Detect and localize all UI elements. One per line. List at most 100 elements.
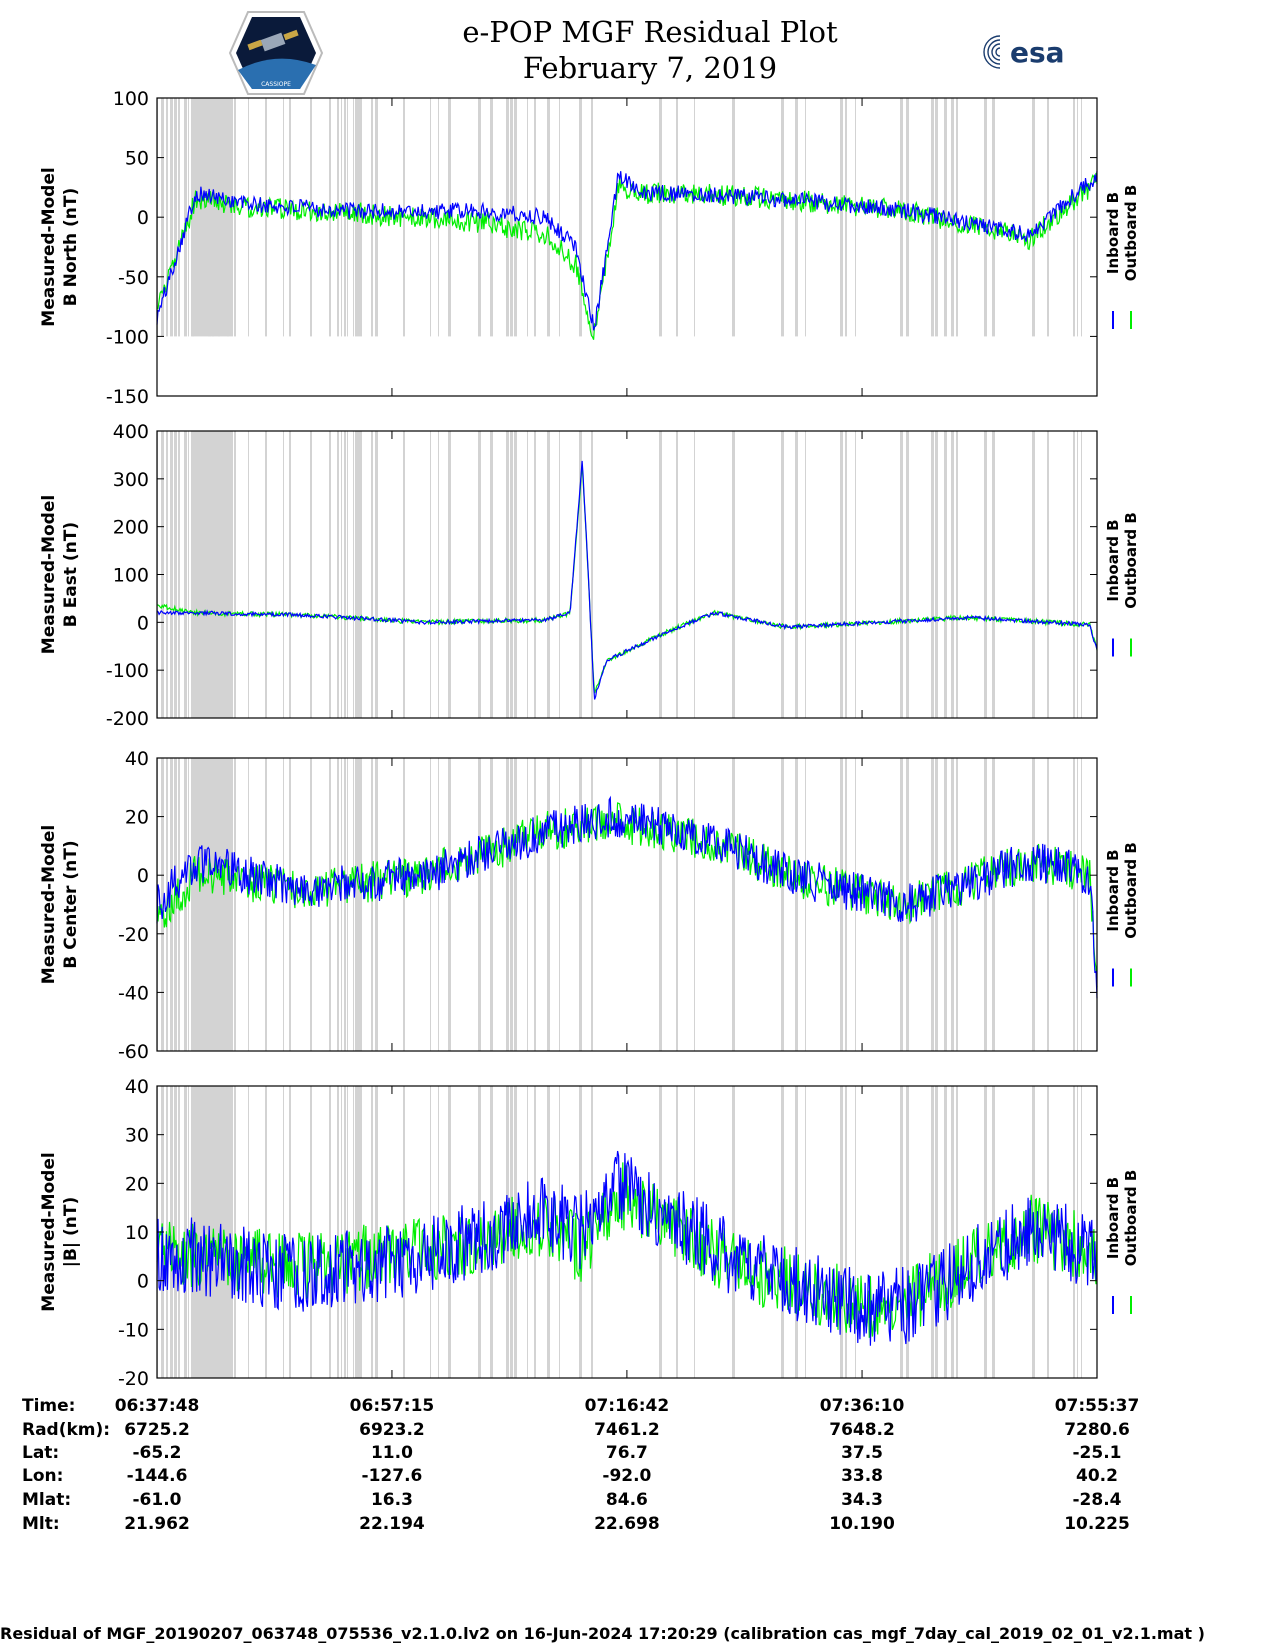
series-outboard-line	[156, 172, 1098, 340]
legend-label: Inboard B	[1104, 192, 1122, 274]
y-tick-label: 300	[113, 469, 149, 491]
shade-stripe	[781, 758, 784, 1051]
shade-stripe	[208, 758, 211, 1051]
shade-stripe	[227, 758, 229, 1051]
shade-stripe	[906, 98, 909, 337]
shade-stripe	[174, 431, 177, 718]
shade-stripe	[218, 98, 220, 337]
ephemeris-value: 7280.6	[1064, 1420, 1130, 1440]
shade-stripe	[170, 98, 173, 337]
shade-stripe	[559, 431, 560, 718]
shade-stripe	[956, 758, 958, 1051]
shade-stripe	[289, 1086, 291, 1378]
shade-stripe	[478, 431, 481, 718]
shade-stripe	[289, 758, 291, 1051]
shade-stripe	[795, 758, 798, 1051]
shade-stripe	[591, 431, 593, 718]
shade-stripe	[956, 431, 958, 718]
y-tick-label: 0	[137, 612, 149, 634]
shade-stripe	[174, 98, 177, 337]
shade-stripe	[430, 758, 431, 1051]
svg-text:esa: esa	[1010, 36, 1065, 69]
shade-stripe	[944, 431, 947, 718]
y-tick-label: 40	[125, 1076, 149, 1098]
shade-stripe	[248, 431, 249, 718]
shade-stripe	[265, 1086, 267, 1378]
shading-bands	[157, 758, 1082, 1051]
shade-stripe	[341, 431, 342, 718]
shade-stripe	[676, 98, 678, 337]
shade-stripe	[283, 1086, 284, 1378]
ephemeris-row-label: Lat:	[22, 1443, 59, 1463]
shade-stripe	[344, 98, 346, 337]
shade-stripe	[371, 431, 373, 718]
shade-stripe	[208, 431, 211, 718]
shade-stripe	[283, 758, 284, 1051]
shade-stripe	[341, 98, 342, 337]
shade-stripe	[248, 758, 249, 1051]
y-tick-label: -150	[106, 386, 149, 408]
shade-stripe	[329, 1086, 331, 1378]
shade-stripe	[659, 1086, 662, 1378]
shade-stripe	[732, 1086, 735, 1378]
shade-stripe	[188, 1086, 189, 1378]
ephemeris-value: 10.190	[829, 1514, 895, 1534]
ephemeris-value: 84.6	[606, 1490, 648, 1510]
y-tick-label: -20	[118, 1368, 149, 1390]
shade-stripe	[935, 1086, 938, 1378]
ephemeris-value: -28.4	[1073, 1490, 1122, 1510]
shade-stripe	[984, 758, 987, 1051]
footer-note: Residual of MGF_20190207_063748_075536_v…	[0, 1624, 1205, 1643]
shade-stripe	[732, 758, 735, 1051]
shade-stripe	[579, 758, 582, 1051]
shade-stripe	[430, 431, 431, 718]
ephemeris-value: 07:16:42	[585, 1396, 670, 1416]
shade-stripe	[310, 1086, 312, 1378]
shade-stripe	[178, 431, 180, 718]
legend-label: Outboard B	[1122, 512, 1140, 609]
y-tick-label: 0	[137, 865, 149, 887]
shade-stripe	[184, 431, 187, 718]
svg-text:CASSIOPE: CASSIOPE	[261, 81, 291, 88]
ephemeris-value: 37.5	[841, 1443, 883, 1463]
shade-stripe	[1032, 98, 1035, 337]
shade-band	[355, 431, 362, 718]
shade-stripe	[341, 758, 342, 1051]
legend-label: Outboard B	[1122, 185, 1140, 282]
chart-panel-1: 100 50 0 -50 -100 -150 Measured-Model B North (…	[39, 88, 1140, 408]
shade-stripe	[1073, 758, 1075, 1051]
title-block: e-POP MGF Residual Plot February 7, 2019	[400, 14, 900, 86]
shade-stripe	[506, 758, 509, 1051]
shade-stripe	[329, 431, 331, 718]
ephemeris-value: 7461.2	[594, 1420, 660, 1440]
shade-stripe	[184, 1086, 187, 1378]
shade-stripe	[191, 758, 194, 1051]
ephemeris-value: -92.0	[602, 1466, 651, 1486]
y-tick-label: -200	[106, 708, 149, 730]
shade-stripe	[805, 758, 806, 1051]
ephemeris-value: 6923.2	[359, 1420, 425, 1440]
shade-stripe	[337, 1086, 339, 1378]
shade-stripe	[694, 98, 695, 337]
shade-stripe	[438, 431, 439, 718]
shade-stripe	[188, 758, 189, 1051]
shade-stripe	[840, 98, 843, 337]
shade-stripe	[935, 758, 938, 1051]
shade-stripe	[506, 431, 509, 718]
shade-stripe	[371, 1086, 373, 1378]
shade-stripe	[178, 98, 180, 337]
ephemeris-table: Time: Rad(km): Lat: Lon: Mlat: Mlt: 06:37:48 67…	[22, 1396, 1139, 1534]
y-tick-label: 0	[137, 207, 149, 229]
shade-stripe	[855, 1086, 856, 1378]
shade-stripe	[805, 431, 806, 718]
shade-stripe	[375, 1086, 378, 1378]
shade-stripe	[375, 431, 378, 718]
shade-stripe	[534, 758, 536, 1051]
ephemeris-value: 6725.2	[124, 1420, 190, 1440]
ephemeris-value: 11.0	[371, 1443, 413, 1463]
y-axis-label: Measured-Model	[39, 167, 59, 326]
shade-stripe	[448, 758, 451, 1051]
shade-stripe	[559, 758, 560, 1051]
shade-stripe	[510, 431, 513, 718]
shade-stripe	[732, 98, 735, 337]
